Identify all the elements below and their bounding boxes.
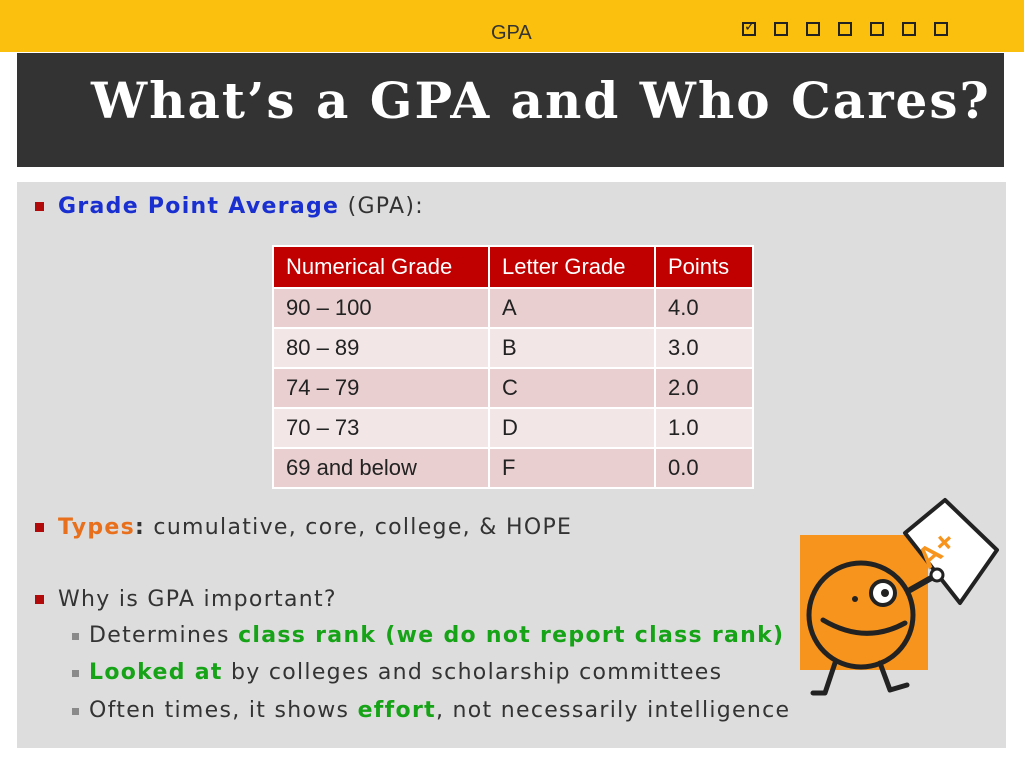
table-cell: A [488, 287, 656, 329]
gpa-abbrev: (GPA): [339, 194, 424, 219]
progress-box [902, 22, 916, 36]
sub-bullet-colleges: Looked at by colleges and scholarship co… [89, 660, 722, 685]
table-cell: 80 – 89 [272, 327, 490, 369]
table-row: 70 – 73 D 1.0 [272, 407, 754, 449]
table-row: 80 – 89 B 3.0 [272, 327, 754, 369]
types-colon: : [135, 515, 146, 540]
sub-bullet-marker [72, 708, 79, 715]
progress-boxes [742, 19, 948, 36]
sub3-post: , not necessarily intelligence [435, 698, 791, 723]
bullet-why-important: Why is GPA important? [58, 587, 337, 612]
sub3-highlight: effort [357, 698, 436, 723]
bullet-gpa-definition: Grade Point Average (GPA): [58, 194, 424, 219]
progress-box [934, 22, 948, 36]
progress-box [838, 22, 852, 36]
table-cell: 2.0 [654, 367, 754, 409]
sub-bullet-class-rank: Determines class rank (we do not report … [89, 623, 784, 648]
smiley-face-icon [806, 560, 945, 696]
gpa-table: Numerical Grade Letter Grade Points 90 –… [272, 245, 754, 489]
bullet-marker [35, 523, 44, 532]
table-cell: 4.0 [654, 287, 754, 329]
bullet-marker [35, 595, 44, 604]
types-term: Types [58, 515, 136, 540]
progress-box [806, 22, 820, 36]
title-bar: What’s a GPA and Who Cares? [17, 53, 1004, 167]
table-row: 69 and below F 0.0 [272, 447, 754, 489]
bullet-types: Types: cumulative, core, college, & HOPE [58, 515, 572, 540]
types-list: cumulative, core, college, & HOPE [145, 515, 573, 540]
table-cell: B [488, 327, 656, 369]
sub2-post: by colleges and scholarship committees [222, 660, 723, 685]
sub3-pre: Often times, it shows [89, 698, 358, 723]
table-cell: 74 – 79 [272, 367, 490, 409]
sub1-highlight: class rank (we do not report class rank) [238, 623, 785, 648]
sub-bullet-effort: Often times, it shows effort, not necess… [89, 698, 790, 723]
sub1-pre: Determines [89, 623, 239, 648]
table-cell: 90 – 100 [272, 287, 490, 329]
column-header-points: Points [654, 245, 754, 289]
table-row: 90 – 100 A 4.0 [272, 287, 754, 329]
table-cell: 0.0 [654, 447, 754, 489]
progress-box-checked [742, 19, 756, 36]
sub-bullet-marker [72, 670, 79, 677]
progress-box [870, 22, 884, 36]
column-header-letter: Letter Grade [488, 245, 656, 289]
table-cell: 1.0 [654, 407, 754, 449]
progress-box [774, 22, 788, 36]
table-cell: F [488, 447, 656, 489]
table-cell: 70 – 73 [272, 407, 490, 449]
sub2-highlight: Looked at [89, 660, 223, 685]
table-header-row: Numerical Grade Letter Grade Points [272, 245, 754, 289]
table-row: 74 – 79 C 2.0 [272, 367, 754, 409]
slide-title: What’s a GPA and Who Cares? [91, 71, 991, 130]
sub-bullet-marker [72, 633, 79, 640]
table-cell: C [488, 367, 656, 409]
student-a-plus-clipart: A+ [800, 498, 999, 696]
table-cell: 69 and below [272, 447, 490, 489]
table-cell: D [488, 407, 656, 449]
column-header-numerical: Numerical Grade [272, 245, 490, 289]
bullet-marker [35, 202, 44, 211]
gpa-term: Grade Point Average [58, 194, 340, 219]
table-cell: 3.0 [654, 327, 754, 369]
section-label: GPA [491, 22, 532, 44]
top-bar: GPA [0, 0, 1024, 52]
